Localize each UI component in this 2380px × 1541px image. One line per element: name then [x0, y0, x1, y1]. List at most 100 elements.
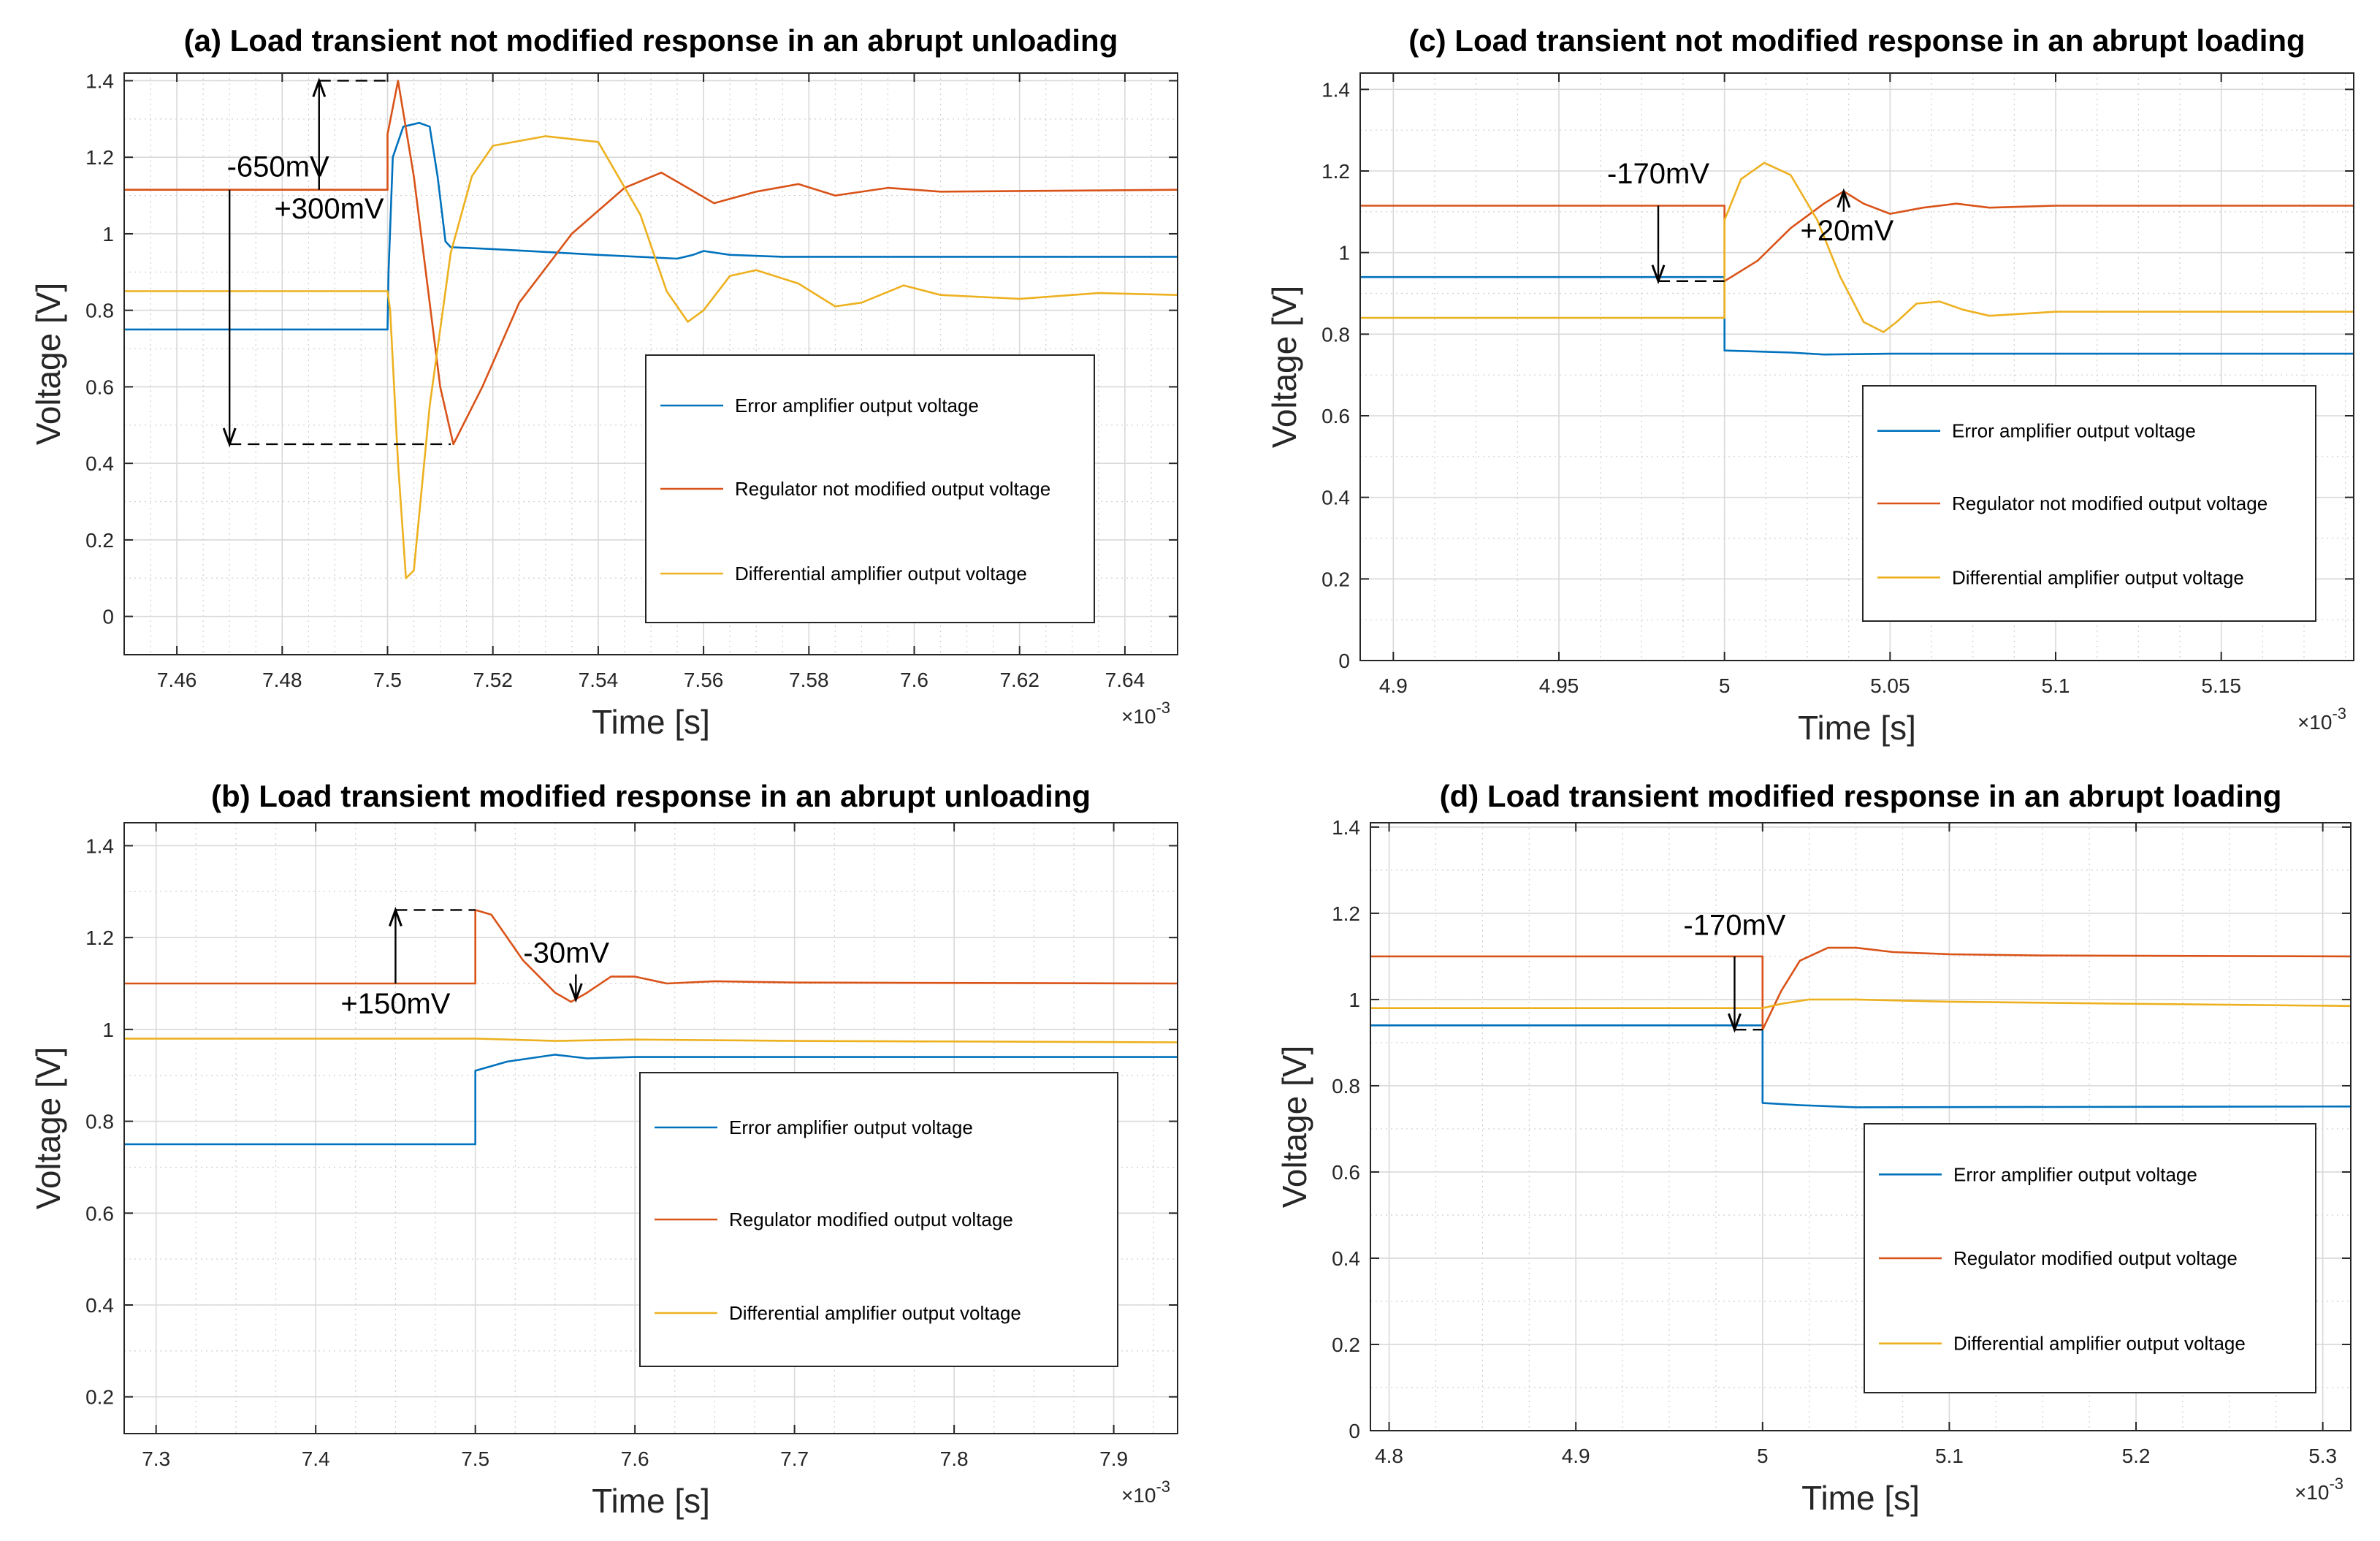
series-group	[1360, 161, 2354, 356]
legend: Error amplifier output voltage Regulator …	[639, 1072, 1118, 1367]
y-tick-label: 0.2	[1332, 1333, 1360, 1356]
legend: Error amplifier output voltage Regulator …	[1864, 1123, 2316, 1393]
y-tick-label: 1.4	[1321, 78, 1350, 101]
x-tick-label: 7.6	[900, 669, 928, 691]
y-tick-label: 0.8	[85, 1111, 114, 1133]
series-line-error	[124, 121, 1178, 331]
axes-box	[123, 72, 1178, 655]
ticks: 7.3 7.4 7.5 7.6 7.7 7.8 7.9 0.2 0.4 0.6 0.8 1 1.2 1.4	[85, 823, 1178, 1470]
y-tick-label: 0.2	[1321, 568, 1350, 590]
x-tick-label: 5.3	[2308, 1445, 2337, 1467]
series-line-differential	[1360, 161, 2354, 333]
arrow-head	[389, 907, 403, 926]
annotation-label: -170mV	[1607, 158, 1709, 190]
x-tick-label: 4.8	[1375, 1445, 1403, 1467]
annotation-label: +300mV	[274, 193, 384, 225]
arrow-head	[1728, 1013, 1742, 1033]
ticks: 7.46 7.48 7.5 7.52 7.54 7.56 7.58 7.6 7.62 7.64 0 0…	[85, 69, 1178, 691]
x-tick-label: 5	[1757, 1445, 1769, 1467]
x-tick-label: 5.1	[2042, 674, 2070, 697]
x-tick-label: 7.54	[579, 669, 619, 691]
y-tick-label: 0.4	[85, 1294, 114, 1317]
x-tick-label: 7.8	[940, 1447, 969, 1470]
y-tick-label: 0.6	[1332, 1161, 1360, 1184]
x-tick-label: 7.64	[1105, 669, 1145, 691]
y-tick-label: 0.8	[1332, 1075, 1360, 1097]
x-exponent-label: ×10-3	[2297, 704, 2346, 734]
axes-box	[123, 822, 1178, 1434]
y-tick-label: 1	[102, 223, 114, 246]
y-tick-label: 1.4	[85, 834, 114, 857]
y-tick-label: 1.4	[85, 69, 114, 92]
ticks: 4.9 4.95 5 5.05 5.1 5.15 0 0.2 0.4 0.6 0.8 1 1.2 1.4	[1321, 73, 2354, 697]
y-tick-label: 0.4	[1321, 487, 1350, 509]
x-tick-label: 7.6	[621, 1447, 649, 1470]
panel-b: +150mV -30mV 7.3 7.4 7.5 7.6 7.7 7.8 7.9 0.2 0.4 0.…	[29, 779, 1178, 1520]
x-tick-label: 7.5	[461, 1447, 489, 1470]
series-group	[1370, 946, 2352, 1108]
arrow-head	[568, 983, 583, 1003]
y-tick-label: 0.4	[85, 452, 114, 475]
y-tick-label: 0.6	[85, 1202, 114, 1225]
series-line-differential	[1370, 998, 2352, 1009]
y-tick-label: 1.2	[1321, 160, 1350, 183]
y-axis-label: Voltage [V]	[29, 283, 67, 446]
x-exponent: -3	[1156, 699, 1170, 717]
legend-label-error: Error amplifier output voltage	[735, 395, 979, 416]
x-axis-label: Time [s]	[1798, 709, 1916, 747]
x-multiplier: ×10	[1121, 1484, 1156, 1507]
panel-d: -170mV 4.8 4.9 5 5.1 5.2 5.3 0 0.2 0.4 0.6 0.8 1 1.2 1…	[1275, 779, 2352, 1517]
y-tick-label: 0.8	[1321, 323, 1350, 346]
series-line-error	[1370, 1024, 2352, 1108]
x-tick-label: 7.48	[262, 669, 302, 691]
y-tick-label: 0.2	[85, 1386, 114, 1409]
y-axis-label: Voltage [V]	[1265, 286, 1303, 449]
x-tick-label: 7.52	[473, 669, 513, 691]
axes-box	[1370, 822, 2352, 1431]
series-line-regulator	[124, 909, 1178, 1003]
x-tick-label: 5.1	[1935, 1445, 1964, 1467]
chart-title: (a) Load transient not modified response…	[184, 23, 1118, 58]
legend-label-differential: Differential amplifier output voltage	[729, 1302, 1021, 1324]
arrow-head	[312, 77, 327, 97]
x-exponent-label: ×10-3	[2295, 1475, 2343, 1504]
annotation-group: +150mV -30mV	[340, 907, 609, 1020]
y-tick-label: 0	[102, 606, 114, 628]
x-axis-label: Time [s]	[592, 1482, 710, 1520]
y-tick-label: 0.4	[1332, 1247, 1360, 1270]
annotation-label: +150mV	[340, 988, 450, 1020]
chart-title: (d) Load transient modified response in …	[1440, 779, 2282, 813]
y-tick-label: 0.6	[1321, 405, 1350, 427]
legend-box	[639, 1072, 1118, 1367]
x-tick-label: 5	[1719, 674, 1731, 697]
x-multiplier: ×10	[2297, 711, 2333, 734]
y-tick-label: 1.2	[1332, 902, 1360, 925]
x-tick-label: 5.2	[2122, 1445, 2151, 1467]
y-tick-label: 0.8	[85, 300, 114, 322]
y-tick-label: 0.2	[85, 529, 114, 552]
legend-label-differential: Differential amplifier output voltage	[1953, 1333, 2246, 1355]
legend-label-regulator: Regulator not modified output voltage	[1952, 492, 2268, 514]
chart-title: (c) Load transient not modified response…	[1408, 23, 2305, 58]
x-exponent: -3	[1156, 1477, 1170, 1496]
legend-label-differential: Differential amplifier output voltage	[1952, 566, 2244, 588]
series-line-regulator	[124, 80, 1178, 446]
panel-c: -170mV +20mV 4.9 4.95 5 5.05 5.1 5.15 0 0.2 0.4 0.6…	[1265, 23, 2354, 747]
series-line-error	[124, 1054, 1178, 1146]
series-line-regulator	[1360, 190, 2354, 283]
y-tick-label: 1	[102, 1019, 114, 1041]
legend-label-error: Error amplifier output voltage	[729, 1116, 973, 1138]
x-tick-label: 7.56	[684, 669, 724, 691]
annotation-label: -30mV	[523, 937, 609, 970]
x-tick-label: 5.15	[2201, 674, 2241, 697]
y-axis-label: Voltage [V]	[1275, 1046, 1313, 1209]
ticks: 4.8 4.9 5 5.1 5.2 5.3 0 0.2 0.4 0.6 0.8 1 1.2 1.4	[1332, 816, 2351, 1467]
legend-label-error: Error amplifier output voltage	[1952, 420, 2196, 442]
x-exponent-label: ×10-3	[1121, 1477, 1170, 1507]
x-tick-label: 7.3	[142, 1447, 170, 1470]
x-multiplier: ×10	[2295, 1481, 2330, 1504]
y-tick-label: 1	[1349, 989, 1360, 1011]
axes-box	[1359, 72, 2354, 661]
